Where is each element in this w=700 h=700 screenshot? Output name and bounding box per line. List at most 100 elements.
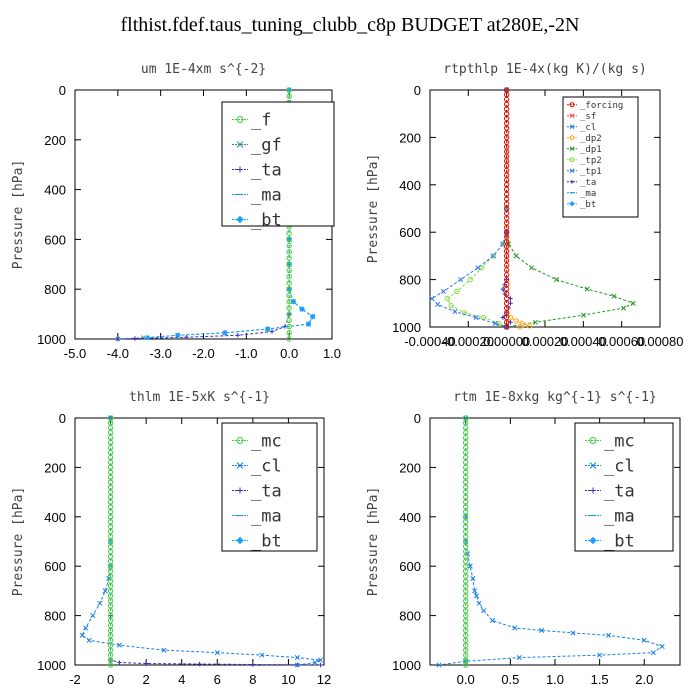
data-point-mc [107,533,114,540]
data-point-mc [463,553,469,560]
legend-marker [589,536,597,545]
legend-marker [590,487,596,494]
data-point-mc [107,514,114,520]
legend-box [562,96,639,218]
data-point-mc [463,612,469,619]
data-point-mc [107,538,114,545]
data-point-mc [107,435,114,441]
data-point-tp1 [452,309,458,315]
legend-entry-label: _ma [604,506,635,526]
data-point-mc [463,588,469,594]
data-point-bt [264,326,271,332]
data-point-mc [463,504,469,510]
data-point-tp1 [475,265,481,271]
data-point-f [286,298,292,305]
x-tick-label: -4.0 [107,346,129,361]
x-tick-label: 4 [178,672,185,687]
legend-marker [569,113,575,119]
data-point-mc [107,578,114,584]
data-point-mc [463,528,469,535]
data-point-f [286,249,292,255]
y-tick-label: 1000 [37,658,66,673]
y-tick-label: 400 [44,183,66,198]
data-point-mc [107,607,114,614]
y-tick-label: 400 [44,510,66,525]
data-point-cl [570,630,576,636]
data-point-cl [539,627,545,633]
x-tick-label: 8 [249,672,256,687]
data-point-mc [107,543,114,550]
series-line-dp2 [506,90,530,328]
x-tick-label: -0.00020 [443,334,494,349]
data-point-cl [472,588,478,594]
y-tick-label: 0 [414,83,421,98]
data-point-cl [516,655,522,661]
legend-box [574,422,674,552]
x-tick-label: -5.0 [64,346,86,361]
x-tick-label: 1.0 [546,672,564,687]
data-point-mc [107,622,114,629]
data-point-mc [463,494,469,500]
data-point-mc [107,617,114,624]
legend-marker [569,102,575,108]
data-point-ta [269,329,275,334]
data-point-tp1 [429,296,435,302]
data-point-mc [107,647,114,653]
data-point-dp1 [532,319,538,325]
data-point-f [286,274,292,280]
data-point-mc [107,499,114,505]
panel-title: um 1E-4xm s^{-2} [141,62,266,77]
legend-marker [237,487,243,494]
data-point-cl [489,617,496,624]
y-tick-label: 200 [399,130,421,145]
data-point-tp2 [454,288,460,295]
data-point-mc [463,479,469,485]
y-tick-label: 1000 [37,332,66,347]
data-point-ta [117,660,122,665]
data-point-f [286,261,292,267]
x-tick-label: 0.00040 [560,334,607,349]
data-point-mc [107,430,114,436]
x-tick-label: 0.0 [280,346,298,361]
data-point-f [286,323,292,330]
legend-entry-label: _ta [604,481,635,501]
y-axis-label: Pressure [hPa] [366,154,381,264]
data-point-mc [107,464,114,471]
data-point-mc [463,583,469,589]
data-point-mc [463,514,469,520]
x-tick-label: 0.00060 [598,334,645,349]
x-tick-label: 2 [143,672,150,687]
data-point-bt [305,321,312,327]
data-point-f [286,87,292,93]
data-point-f [286,305,292,311]
legend-marker [236,536,244,545]
y-tick-label: 600 [44,559,66,574]
data-point-dp1 [553,277,560,283]
x-tick-label: 0.5 [501,672,519,687]
data-point-cl [606,632,612,638]
data-point-mc [463,598,469,604]
data-point-bt [222,329,228,336]
data-point-cl [467,563,473,569]
data-point-mc [107,420,114,426]
legend-marker [236,462,244,469]
legend-marker [569,200,575,207]
data-point-mc [463,454,469,461]
legend-entry-label: _bt [251,210,282,230]
data-point-mc [107,612,114,619]
data-point-mc [107,509,114,515]
data-point-bt [299,306,305,313]
x-tick-label: -0.00040 [404,334,455,349]
data-point-mc [463,519,469,525]
data-point-f [286,267,292,274]
x-tick-label: 2.0 [635,672,653,687]
data-point-mc [463,489,469,495]
series-line-tp2 [446,90,508,328]
x-tick-label: 0.00000 [483,334,530,349]
data-point-f [286,336,292,342]
data-point-mc [107,657,114,663]
data-point-mc [463,444,469,451]
data-point-cl [86,637,92,643]
x-tick-label: 1.5 [591,672,609,687]
x-tick-label: -1.0 [235,346,257,361]
